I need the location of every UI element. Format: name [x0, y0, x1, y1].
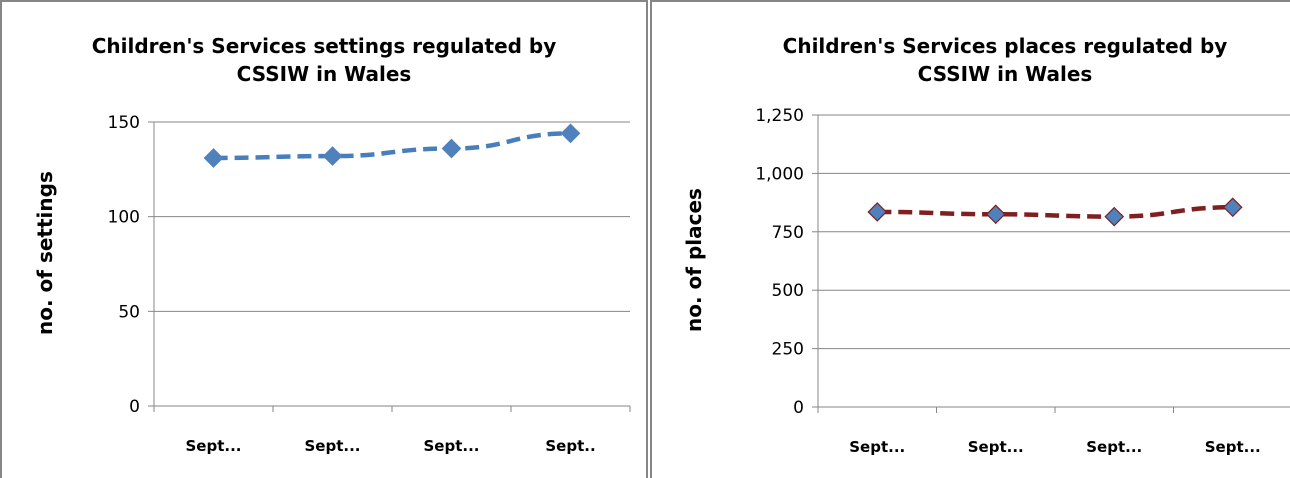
y-tick-label: 1,250 — [755, 106, 804, 126]
chart-title-line-2: CSSIW in Wales — [236, 62, 412, 86]
y-tick-label: 50 — [118, 302, 140, 322]
y-tick-label: 1,000 — [755, 164, 804, 184]
chart-plot-area: 0 250 500 750 1,000 1,250 Sept... Sept... Sept..… — [755, 106, 1290, 456]
y-tick-label: 0 — [129, 397, 140, 417]
data-point-marker — [322, 146, 343, 166]
chart-panel-places: Children's Services places regulated by … — [650, 0, 1290, 478]
data-point-marker — [203, 148, 224, 168]
x-tick-label: Sept... — [1086, 438, 1142, 456]
chart-plot-area: 0 50 100 150 Sept... Sept... Sept... Sept.. — [108, 113, 631, 455]
x-tick-label: Sept... — [186, 437, 242, 455]
x-tick-label: Sept... — [1205, 438, 1261, 456]
x-tick-label: Sept... — [424, 437, 480, 455]
data-point-marker — [441, 138, 462, 159]
y-tick-label: 750 — [772, 223, 804, 243]
series-line — [877, 205, 1233, 219]
y-tick-label: 100 — [108, 208, 140, 228]
data-point-marker — [1222, 197, 1243, 218]
data-point-marker — [985, 204, 1006, 225]
x-tick-label: Sept... — [968, 438, 1024, 456]
series-line — [213, 131, 571, 161]
data-point-marker — [1104, 206, 1125, 227]
data-point-marker — [560, 123, 581, 144]
chart-title-line-1: Children's Services settings regulated b… — [91, 34, 557, 58]
y-tick-label: 500 — [772, 281, 804, 301]
chart-title-line-1: Children's Services places regulated by — [782, 34, 1228, 58]
chart-title: Children's Services places regulated by … — [652, 32, 1290, 88]
chart-title-line-2: CSSIW in Wales — [917, 62, 1093, 86]
y-tick-label: 250 — [772, 340, 804, 360]
chart-panel-settings: Children's Services settings regulated b… — [0, 0, 648, 478]
x-tick-label: Sept... — [305, 437, 361, 455]
y-tick-label: 150 — [108, 113, 140, 133]
x-tick-label: Sept... — [849, 438, 905, 456]
data-point-marker — [867, 202, 888, 222]
x-tick-label: Sept.. — [545, 437, 595, 455]
y-tick-label: 0 — [793, 398, 804, 418]
chart-title: Children's Services settings regulated b… — [2, 32, 646, 88]
